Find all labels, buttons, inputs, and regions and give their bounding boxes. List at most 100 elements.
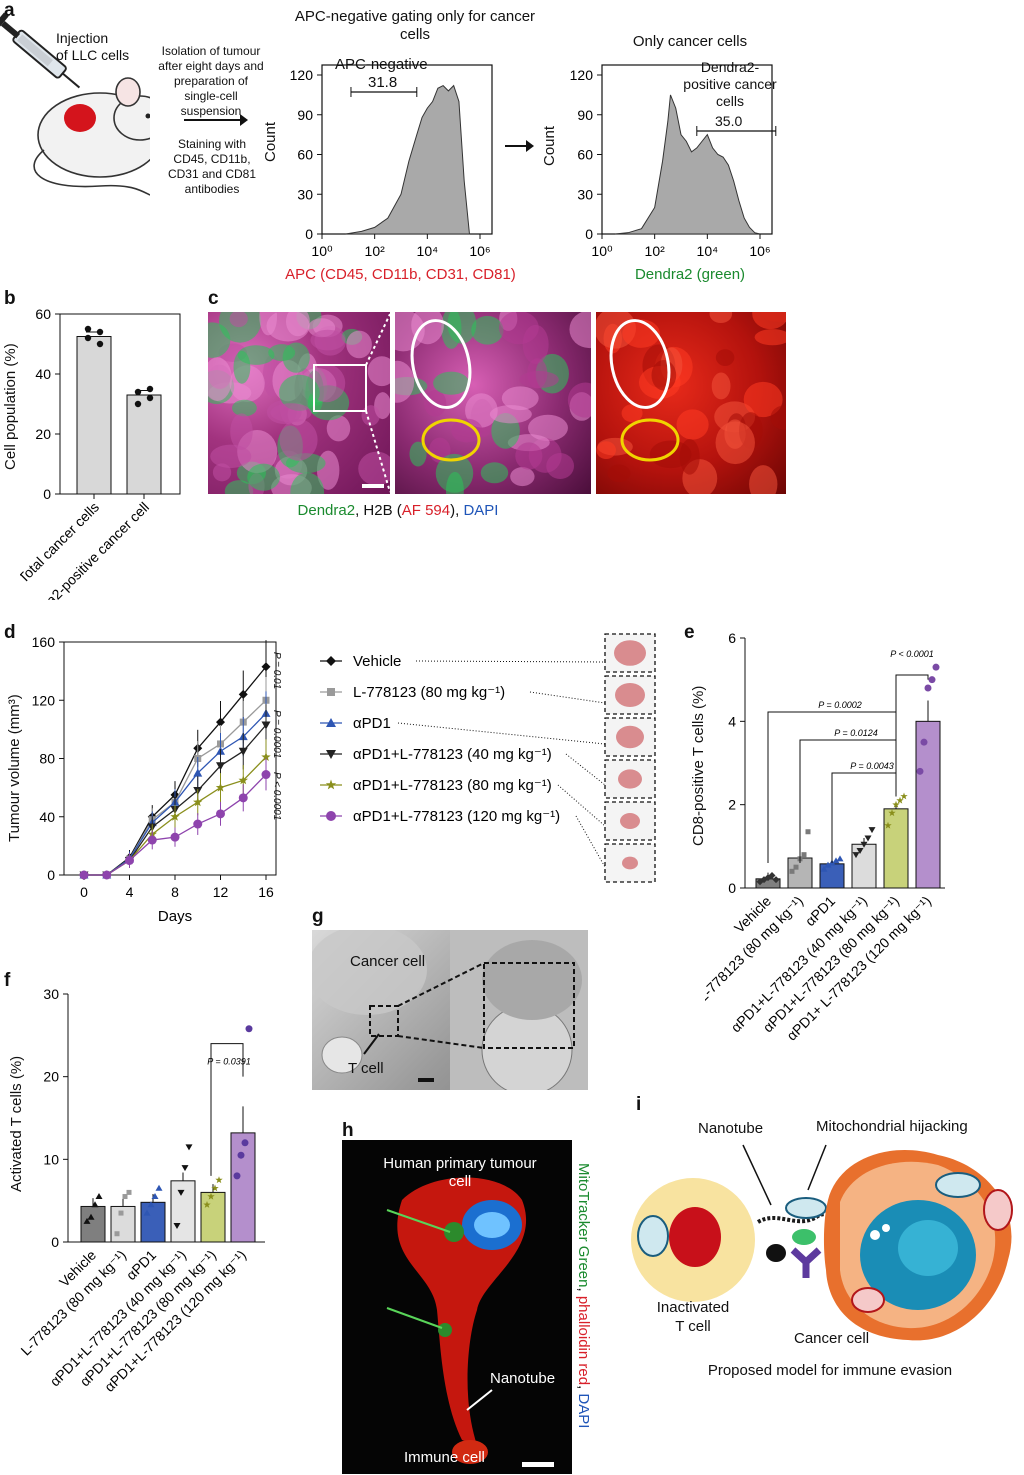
f-point bbox=[147, 1201, 155, 1208]
arrow-head-icon-2 bbox=[526, 140, 534, 152]
legend-label: αPD1 bbox=[353, 715, 391, 732]
d-point bbox=[170, 832, 180, 842]
d-point bbox=[193, 819, 203, 829]
hist-area bbox=[345, 84, 471, 235]
f-point bbox=[173, 1222, 181, 1229]
d-pval-1: P = 0.01 bbox=[271, 652, 282, 690]
e-point bbox=[789, 868, 795, 874]
hist-ytick-label: 0 bbox=[305, 226, 313, 242]
d-xtick-label: 0 bbox=[80, 884, 88, 900]
e-point bbox=[900, 792, 908, 800]
panel-label-f: f bbox=[4, 970, 11, 991]
f-ytick-label: 10 bbox=[43, 1151, 59, 1167]
hist2-xlabel: Dendra2 (green) bbox=[634, 266, 746, 283]
fluorescence-image bbox=[342, 1140, 572, 1474]
e-point bbox=[793, 864, 799, 870]
e-ytick-label: 0 bbox=[728, 880, 736, 896]
arrow-head-icon bbox=[240, 114, 248, 126]
b-point bbox=[146, 394, 154, 402]
tumour-photo bbox=[622, 856, 638, 870]
f-point bbox=[177, 1189, 185, 1196]
hist-ytick-label: 90 bbox=[297, 107, 313, 123]
d-point bbox=[238, 689, 248, 699]
micrograph-zoom-merged bbox=[395, 312, 591, 494]
panel-label-d: d bbox=[4, 622, 16, 643]
d-point bbox=[261, 770, 271, 780]
e-bracket bbox=[895, 674, 929, 793]
tumour-photos bbox=[604, 632, 656, 883]
d-ytick-label: 160 bbox=[32, 634, 56, 650]
hist-xtick-label: 10² bbox=[645, 243, 666, 259]
d-point bbox=[193, 768, 203, 777]
arrow-right-icon-2 bbox=[505, 145, 530, 147]
e-point bbox=[768, 872, 776, 879]
e-point bbox=[832, 857, 840, 864]
procedure-text: Isolation of tumour after eight days and… bbox=[158, 44, 264, 118]
white-ellipse bbox=[609, 319, 671, 409]
d-ytick-label: 80 bbox=[39, 751, 55, 767]
hist-xtick-label: 10⁴ bbox=[697, 243, 719, 259]
tumour-photo bbox=[620, 813, 640, 829]
d-point bbox=[216, 809, 225, 819]
d-pval-2: P = 0.0001 bbox=[271, 710, 282, 759]
i-nanotube-label: Nanotube bbox=[698, 1120, 764, 1137]
tumour-photo-frame bbox=[604, 675, 656, 715]
d-frame bbox=[63, 641, 277, 876]
d-point bbox=[261, 662, 271, 672]
e-point bbox=[916, 767, 924, 775]
f-bracket bbox=[210, 1043, 244, 1176]
b-point bbox=[84, 334, 92, 342]
d-xtick-label: 8 bbox=[171, 884, 179, 900]
panel-label-i: i bbox=[636, 1094, 642, 1115]
e-point bbox=[856, 848, 864, 854]
hist1-title: APC-negative gating only for cancer cell… bbox=[294, 8, 536, 43]
d-point bbox=[215, 782, 226, 792]
hist-xtick-label: 10⁰ bbox=[591, 243, 613, 259]
panel-label-g: g bbox=[312, 906, 324, 927]
e-point bbox=[820, 865, 828, 872]
legend-marker bbox=[326, 811, 336, 821]
f-point bbox=[118, 1210, 124, 1216]
hist2-title: Only cancer cells bbox=[632, 33, 748, 50]
hist-ytick-label: 120 bbox=[570, 67, 594, 83]
b-bar bbox=[76, 336, 112, 495]
e-point bbox=[896, 796, 904, 804]
tumour-photo bbox=[616, 725, 644, 749]
d-legend: Vehicle L-778123 (80 mg kg⁻¹) αPD1 αPD1+L-7… bbox=[320, 653, 606, 868]
d-xtick-label: 4 bbox=[126, 884, 134, 900]
f-bar bbox=[80, 1205, 106, 1243]
f-point bbox=[91, 1201, 99, 1208]
e-point bbox=[824, 861, 832, 868]
f-point bbox=[245, 1025, 253, 1033]
e-pval: P = 0.0124 bbox=[834, 728, 877, 738]
hist-ytick-label: 60 bbox=[577, 147, 593, 163]
f-point bbox=[215, 1176, 223, 1184]
sem-image bbox=[312, 930, 588, 1090]
e-point bbox=[805, 829, 811, 835]
f-ytick-label: 0 bbox=[51, 1234, 59, 1250]
b-frame bbox=[59, 313, 181, 495]
b-point bbox=[96, 328, 104, 336]
legend-marker bbox=[326, 718, 336, 727]
panel-label-b: b bbox=[4, 288, 16, 309]
e-point bbox=[860, 841, 868, 848]
b-point bbox=[84, 325, 92, 333]
f-bar bbox=[140, 1201, 166, 1243]
e-pval: P = 0.0002 bbox=[818, 700, 861, 710]
e-point bbox=[892, 800, 900, 808]
f-point bbox=[143, 1209, 151, 1216]
f-point bbox=[87, 1213, 95, 1220]
staining-text: Staining with CD45, CD11b, CD31 and CD81… bbox=[167, 137, 257, 196]
d-point bbox=[79, 870, 89, 880]
f-pval: P = 0.0391 bbox=[207, 1056, 250, 1066]
d-point bbox=[238, 793, 248, 803]
f-point bbox=[207, 1192, 215, 1200]
d-point bbox=[261, 752, 271, 761]
e-point bbox=[884, 821, 892, 829]
legend-connector bbox=[575, 815, 606, 868]
white-ellipse bbox=[410, 319, 472, 409]
e-point bbox=[920, 738, 928, 746]
f-point bbox=[114, 1231, 120, 1237]
